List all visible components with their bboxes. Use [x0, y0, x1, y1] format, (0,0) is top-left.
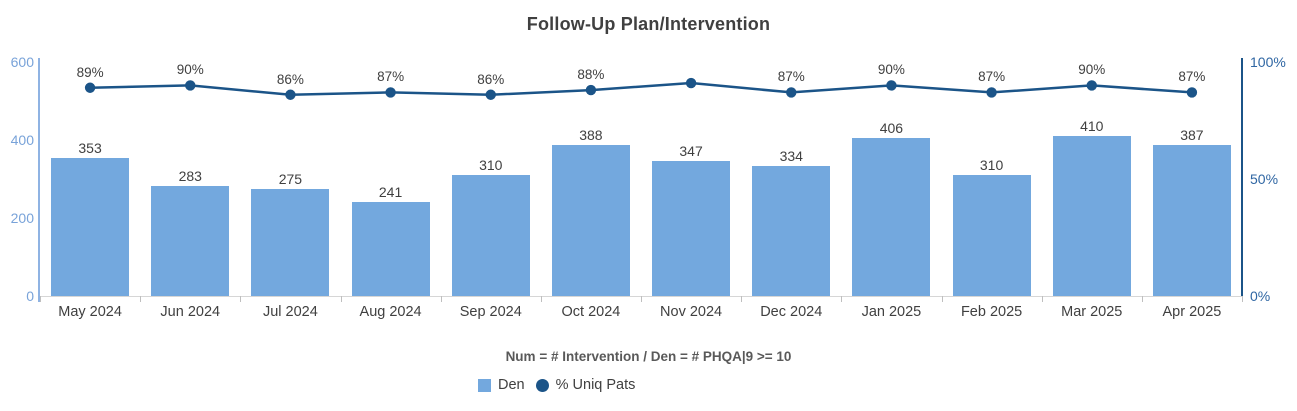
- x-axis-tick: [340, 296, 342, 302]
- x-axis-tick: [741, 296, 743, 302]
- x-axis-tick: [240, 296, 242, 302]
- left-axis-tick-label: 0: [26, 288, 34, 304]
- pct-label: 86%: [276, 71, 304, 87]
- legend-item-uniq-pats[interactable]: % Uniq Pats: [535, 377, 636, 393]
- trend-line: [90, 81, 1193, 97]
- x-axis-tick: [440, 296, 442, 302]
- line-dot[interactable]: [1186, 87, 1198, 98]
- left-axis-tick-label: 600: [10, 54, 34, 70]
- bar-value-label: 241: [378, 184, 403, 200]
- pct-label: 87%: [1178, 69, 1206, 85]
- bar-series-swatch-icon: [478, 378, 491, 392]
- x-axis-tick: [40, 296, 41, 302]
- pct-label: 88%: [577, 67, 605, 83]
- pct-label: 87%: [377, 69, 405, 85]
- line-dot[interactable]: [84, 82, 96, 93]
- month-label: Feb 2025: [960, 304, 1023, 320]
- line-dot[interactable]: [485, 89, 496, 100]
- pct-label: 90%: [877, 62, 905, 78]
- line-dot[interactable]: [986, 87, 997, 98]
- bar[interactable]: [852, 137, 931, 296]
- pct-label: 89%: [76, 64, 104, 80]
- pct-label: 90%: [176, 62, 204, 78]
- line-series-swatch-icon: [535, 378, 549, 392]
- month-label: Mar 2025: [1061, 304, 1123, 320]
- line-dot[interactable]: [1086, 80, 1097, 91]
- pct-label: 90%: [1078, 62, 1106, 78]
- x-axis-tick: [140, 296, 142, 302]
- month-label: Apr 2025: [1162, 304, 1222, 320]
- month-label: Jan 2025: [861, 304, 922, 320]
- month-label: Jun 2024: [160, 304, 221, 320]
- bar[interactable]: [1052, 136, 1131, 296]
- legend: Den % Uniq Pats: [478, 377, 635, 393]
- left-axis-tick-label: 200: [10, 210, 34, 226]
- month-label: May 2024: [58, 304, 122, 320]
- x-axis-tick: [540, 296, 542, 302]
- bar[interactable]: [351, 202, 430, 296]
- left-axis-line: [38, 58, 40, 302]
- bar[interactable]: [952, 175, 1031, 296]
- bar-value-label: 388: [579, 126, 603, 143]
- x-axis-tick: [1141, 296, 1143, 302]
- chart-title: Follow-Up Plan/Intervention: [526, 14, 771, 34]
- bar[interactable]: [551, 144, 630, 296]
- bar-value-label: 283: [178, 167, 202, 184]
- bar-value-label: 410: [1080, 118, 1104, 135]
- month-label: Aug 2024: [359, 304, 422, 320]
- x-axis-tick: [841, 296, 843, 302]
- line-dot[interactable]: [385, 87, 396, 98]
- line-dot[interactable]: [886, 80, 897, 91]
- bar[interactable]: [1152, 145, 1231, 296]
- chart-subtitle: Num = # Intervention / Den = # PHQA|9 >=…: [505, 349, 792, 364]
- line-dot[interactable]: [786, 87, 797, 98]
- bar[interactable]: [752, 165, 831, 296]
- pct-label: 86%: [477, 71, 505, 87]
- month-label: Sep 2024: [459, 304, 522, 320]
- bar[interactable]: [51, 158, 130, 296]
- x-axis-tick: [1242, 296, 1243, 302]
- right-axis-line: [1241, 58, 1243, 296]
- bar-value-label: 334: [779, 147, 803, 164]
- legend-item-den[interactable]: Den: [478, 377, 525, 393]
- left-axis-tick-label: 400: [10, 132, 34, 148]
- x-axis-tick: [941, 296, 943, 302]
- line-dot[interactable]: [285, 89, 296, 100]
- month-label: Nov 2024: [660, 304, 723, 320]
- right-axis-tick-label: 100%: [1250, 54, 1286, 70]
- pct-label: 87%: [978, 69, 1006, 85]
- bar-value-label: 275: [278, 170, 303, 187]
- month-label: Oct 2024: [561, 304, 621, 320]
- bar-value-label: 347: [679, 142, 703, 159]
- right-axis-tick-label: 0%: [1250, 288, 1271, 304]
- bar-value-label: 310: [979, 157, 1004, 174]
- month-label: Dec 2024: [760, 304, 823, 320]
- legend-label-uniq-pats: % Uniq Pats: [555, 377, 636, 393]
- legend-label-den: Den: [498, 377, 525, 393]
- x-axis-tick: [1041, 296, 1043, 302]
- right-axis-tick-label: 50%: [1250, 171, 1279, 187]
- bar-value-label: 310: [479, 157, 503, 174]
- bar[interactable]: [451, 175, 530, 296]
- bar-value-label: 353: [78, 140, 102, 157]
- bar-value-label: 387: [1180, 127, 1204, 144]
- line-dot[interactable]: [185, 80, 196, 91]
- month-label: Jul 2024: [262, 304, 318, 320]
- pct-label: 87%: [777, 69, 805, 85]
- line-dot[interactable]: [685, 77, 697, 89]
- bar[interactable]: [251, 188, 330, 296]
- line-dot[interactable]: [585, 84, 597, 96]
- bar-value-label: 406: [879, 119, 904, 136]
- x-axis-tick: [641, 296, 642, 302]
- bar[interactable]: [652, 160, 731, 296]
- bar[interactable]: [151, 185, 230, 296]
